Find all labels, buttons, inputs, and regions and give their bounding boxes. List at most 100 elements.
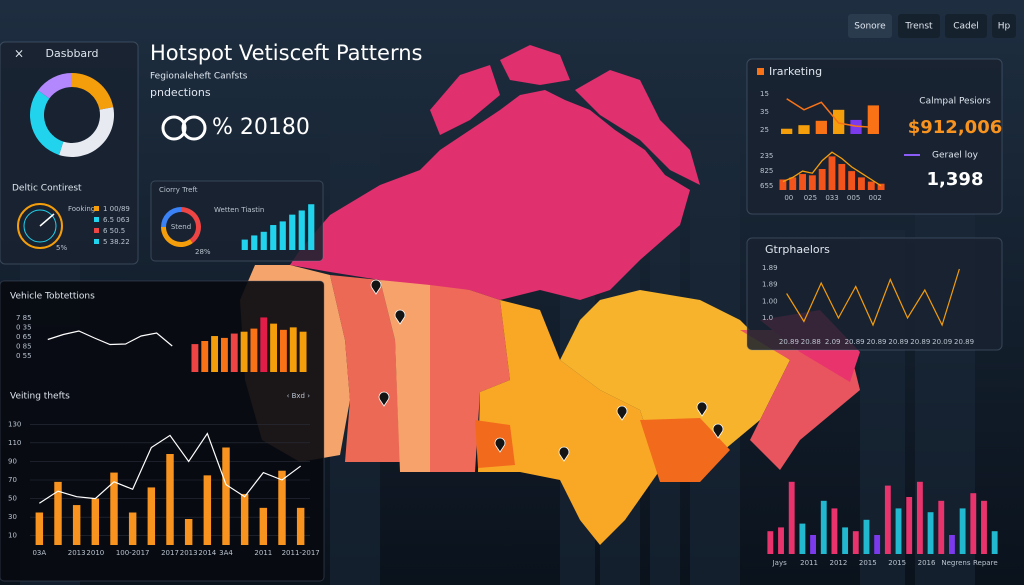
donut-segment	[161, 207, 181, 227]
bar	[916, 481, 923, 554]
bar	[927, 512, 934, 554]
x-tick-label: 2012	[830, 559, 848, 567]
donut-segment	[161, 227, 193, 248]
x-tick-label: 00	[784, 194, 793, 202]
x-tick-label: 20.88	[801, 338, 821, 346]
toolbar-button[interactable]	[992, 14, 1016, 38]
line	[786, 98, 874, 129]
y-tick-label: 1.89	[762, 281, 778, 289]
gauge-caption: Fooking	[68, 205, 95, 213]
donut-segment	[59, 107, 114, 157]
bar	[799, 523, 806, 554]
donut-segment	[181, 207, 202, 244]
button-label[interactable]: Sonore	[854, 22, 886, 32]
y-tick-label: 15	[760, 90, 769, 98]
x-tick-label: 002	[869, 194, 882, 202]
button-label[interactable]: Hp	[998, 22, 1011, 32]
toolbar-button[interactable]	[848, 14, 892, 38]
bar	[842, 527, 849, 554]
bar	[191, 344, 199, 372]
metric-label: Calmpal Pesiors	[919, 97, 991, 107]
bar	[289, 327, 297, 372]
x-tick-label: 20.89	[845, 338, 865, 346]
x-tick-label: Jays	[772, 559, 787, 567]
legend-label: 1 00/89	[103, 205, 130, 213]
x-tick-label: 20.89	[888, 338, 908, 346]
y-tick-label: 35	[760, 108, 769, 116]
bar	[308, 204, 315, 250]
donut-segment	[29, 90, 64, 155]
x-tick-label: 2015	[859, 559, 877, 567]
bar	[201, 341, 209, 372]
nav-control[interactable]: ‹ Bxd ›	[287, 392, 311, 400]
bar	[222, 447, 230, 545]
stat: % 20180	[212, 115, 310, 140]
y-tick-label: 7 85	[16, 314, 32, 322]
x-tick-label: 20.09	[932, 338, 952, 346]
x-tick-label: 2011	[254, 549, 272, 557]
bar	[128, 512, 137, 545]
bar	[788, 481, 795, 554]
metric-value: $912,006	[908, 117, 1003, 138]
bar	[877, 183, 885, 190]
bar	[184, 519, 193, 545]
x-tick-label: 2010	[86, 549, 104, 557]
panel-title: Dasbbard	[46, 47, 99, 60]
x-tick-label: 2013	[68, 549, 86, 557]
legend-swatch	[94, 239, 99, 244]
x-tick-label: Negrens	[941, 559, 970, 567]
bar	[779, 179, 787, 190]
y-tick-label: 1.89	[762, 264, 778, 272]
bar	[230, 333, 238, 372]
bar	[848, 171, 856, 190]
bar	[948, 535, 955, 554]
line	[786, 268, 960, 327]
bar	[906, 497, 913, 554]
bar	[203, 475, 212, 545]
bar	[296, 507, 305, 545]
y-tick-label: 1.0	[762, 314, 773, 322]
toolbar-button[interactable]	[945, 14, 987, 38]
x-tick-label: 025	[804, 194, 817, 202]
x-tick-label: 2016	[918, 559, 936, 567]
y-tick-label: 110	[8, 439, 21, 447]
bar	[808, 175, 816, 190]
x-tick-label: 3A4	[219, 549, 233, 557]
line	[782, 151, 882, 187]
bar	[895, 508, 902, 554]
y-tick-label: 10	[8, 532, 17, 540]
graph-panel: Gtrphaelors	[746, 237, 1003, 351]
bar	[970, 493, 977, 554]
x-tick-label: 100-2017	[116, 549, 150, 557]
donut-segment	[72, 73, 114, 110]
bar	[166, 454, 174, 545]
bar	[298, 210, 305, 250]
bar	[251, 235, 258, 250]
x-tick-label: 2014	[198, 549, 216, 557]
bar	[981, 500, 987, 554]
x-tick-label: 2011	[800, 559, 818, 567]
caption: pndections	[150, 86, 211, 99]
close-button[interactable]: ×	[14, 47, 24, 61]
bar	[270, 225, 277, 250]
button-label[interactable]: Cadel	[953, 22, 979, 32]
legend-label: 6.5 063	[103, 216, 130, 224]
icon	[161, 115, 187, 141]
x-tick-label: 2015	[888, 559, 906, 567]
y-tick-label: 30	[8, 513, 17, 521]
marketing-panel: Irarketing Calmpal Pesiors $912,006 Gera…	[746, 58, 1003, 215]
bar	[850, 119, 862, 134]
bar	[54, 481, 62, 545]
bar	[240, 493, 249, 545]
button-label[interactable]: Trenst	[904, 22, 933, 32]
y-tick-label: 90	[8, 457, 17, 465]
y-tick-label: 130	[8, 420, 21, 428]
toolbar-button[interactable]	[898, 14, 940, 38]
bar	[818, 169, 826, 190]
bar	[270, 323, 278, 372]
y-tick-label: 70	[8, 476, 17, 484]
bar	[810, 535, 817, 554]
header: Hotspot Vetisceft Patterns Fegionaleheft…	[150, 41, 422, 141]
bar	[72, 505, 81, 545]
